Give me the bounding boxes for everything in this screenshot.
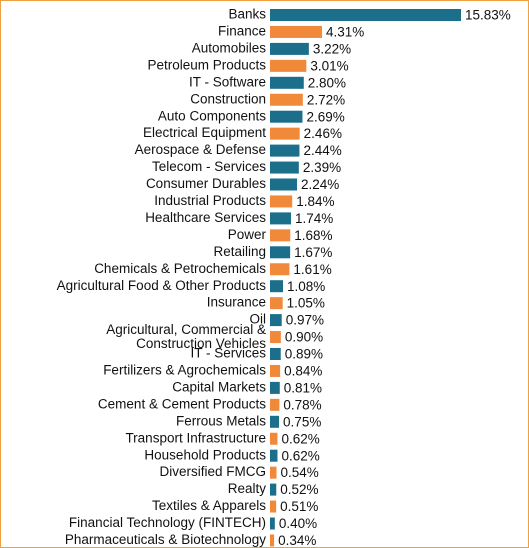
value-label: 2.46%: [304, 126, 342, 141]
bar: [270, 517, 275, 530]
bar: [270, 415, 280, 428]
bar: [270, 381, 280, 394]
value-label: 2.72%: [307, 92, 345, 107]
bar: [270, 246, 291, 259]
category-label: Healthcare Services: [145, 210, 266, 225]
bar: [270, 331, 281, 344]
bar: [270, 500, 277, 513]
value-label: 0.62%: [281, 431, 319, 446]
value-label: 1.67%: [294, 245, 332, 260]
bar: [270, 483, 277, 496]
category-label: Petroleum Products: [147, 57, 266, 72]
category-label: Auto Components: [158, 108, 266, 123]
value-label: 0.40%: [279, 516, 317, 531]
bar: [270, 178, 298, 191]
bar: [270, 110, 303, 123]
category-label: Chemicals & Petrochemicals: [94, 261, 266, 276]
category-label: Insurance: [207, 295, 266, 310]
value-label: 1.08%: [287, 279, 325, 294]
value-label: 1.61%: [293, 262, 331, 277]
value-label: 1.05%: [287, 296, 325, 311]
bar: [270, 263, 290, 276]
value-label: 0.34%: [278, 533, 316, 548]
category-label: Household Products: [144, 447, 266, 462]
value-label: 0.90%: [285, 330, 323, 345]
category-label: Telecom - Services: [152, 159, 266, 174]
bar: [270, 432, 278, 445]
value-label: 0.75%: [283, 414, 321, 429]
value-label: 2.39%: [303, 160, 341, 175]
bar: [270, 59, 307, 72]
bar: [270, 144, 300, 157]
bar: [270, 280, 284, 293]
bar: [270, 534, 275, 547]
value-label: 0.62%: [281, 448, 319, 463]
bar: [270, 127, 300, 140]
bar: [270, 195, 293, 208]
value-label: 0.81%: [284, 380, 322, 395]
bar: [270, 466, 277, 479]
value-label: 0.89%: [285, 347, 323, 362]
category-label: Electrical Equipment: [143, 125, 266, 140]
category-label: Consumer Durables: [146, 176, 266, 191]
category-label: Financial Technology (FINTECH): [69, 515, 266, 530]
bar: [270, 229, 291, 242]
value-label: 0.54%: [281, 465, 319, 480]
category-label: IT - Services: [190, 346, 266, 361]
category-label: Banks: [228, 7, 266, 22]
category-label: Ferrous Metals: [176, 413, 266, 428]
category-label: Finance: [218, 24, 266, 39]
value-label: 0.51%: [280, 499, 318, 514]
value-label: 2.24%: [301, 177, 339, 192]
bar: [270, 93, 303, 106]
value-label: 15.83%: [465, 8, 511, 23]
category-label: Aerospace & Defense: [135, 142, 266, 157]
value-label: 2.69%: [306, 109, 344, 124]
bar: [270, 42, 309, 55]
category-label: Fertilizers & Agrochemicals: [103, 363, 266, 378]
value-label: 1.84%: [296, 194, 334, 209]
category-label: Realty: [228, 481, 267, 496]
category-label: Oil: [250, 312, 267, 327]
bar: [270, 314, 282, 327]
value-label: 1.68%: [294, 228, 332, 243]
bar: [270, 348, 281, 360]
bar: [270, 449, 278, 462]
bar: [270, 25, 323, 38]
value-label: 4.31%: [326, 25, 364, 40]
value-label: 1.74%: [295, 211, 333, 226]
bar: [270, 9, 461, 21]
category-label: Cement & Cement Products: [98, 396, 266, 411]
category-label: Power: [228, 227, 267, 242]
category-label: Transport Infrastructure: [125, 430, 266, 445]
category-label: Agricultural, Commercial & Construction V…: [106, 322, 266, 351]
category-label: Industrial Products: [154, 193, 266, 208]
value-label: 0.52%: [280, 482, 318, 497]
bar: [270, 212, 291, 225]
bar: [270, 161, 299, 174]
category-label: Automobiles: [192, 40, 267, 55]
value-label: 0.84%: [284, 364, 322, 379]
value-label: 0.78%: [283, 397, 321, 412]
bar: [270, 364, 281, 377]
bar: [270, 297, 283, 310]
value-label: 3.01%: [310, 58, 348, 73]
category-label: Pharmaceuticals & Biotechnology: [65, 532, 266, 547]
bar: [270, 398, 280, 411]
category-label: Textiles & Apparels: [152, 498, 266, 513]
value-label: 2.44%: [303, 143, 341, 158]
category-label: Diversified FMCG: [159, 464, 266, 479]
value-label: 0.97%: [286, 313, 324, 328]
category-label: Construction: [190, 91, 266, 106]
bar: [270, 76, 304, 89]
value-label: 2.80%: [308, 75, 346, 90]
category-label: Retailing: [213, 244, 266, 259]
category-label: Capital Markets: [172, 379, 266, 394]
value-label: 3.22%: [313, 41, 351, 56]
category-label: Agricultural Food & Other Products: [57, 278, 267, 293]
category-label: IT - Software: [189, 74, 266, 89]
